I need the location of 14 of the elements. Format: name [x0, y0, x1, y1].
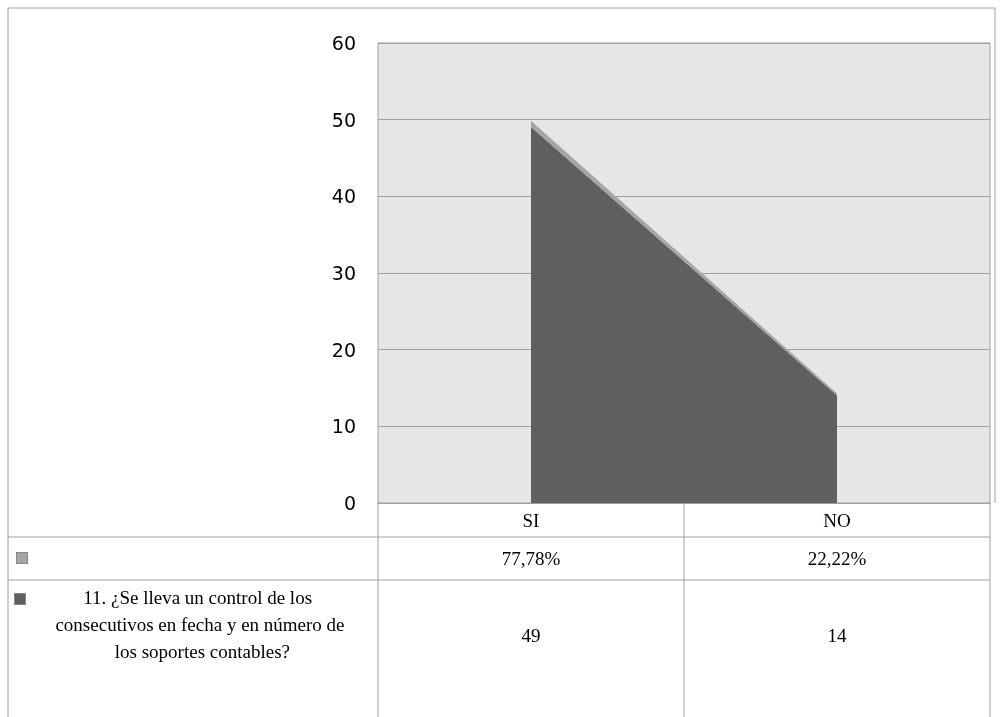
y-tick-label: 20: [331, 338, 356, 361]
y-tick-label: 40: [331, 185, 356, 208]
y-tick-label: 60: [331, 32, 356, 54]
data-label: 49: [521, 624, 541, 646]
x-tick-label: SI: [522, 510, 540, 531]
y-tick-label: 0: [343, 492, 356, 514]
x-tick-label: NO: [823, 510, 851, 531]
data-label: 22,22%: [807, 548, 867, 569]
y-tick-label: 50: [331, 108, 356, 131]
text: 11. ¿Se lleva un control de los consecutivos en fecha y en número de los soportes contables?: [55, 587, 345, 662]
y-tick-label: 10: [331, 415, 356, 438]
y-tick-label: 30: [331, 262, 356, 284]
data-label: 14: [827, 624, 847, 646]
data-label: 77,78%: [501, 548, 561, 569]
